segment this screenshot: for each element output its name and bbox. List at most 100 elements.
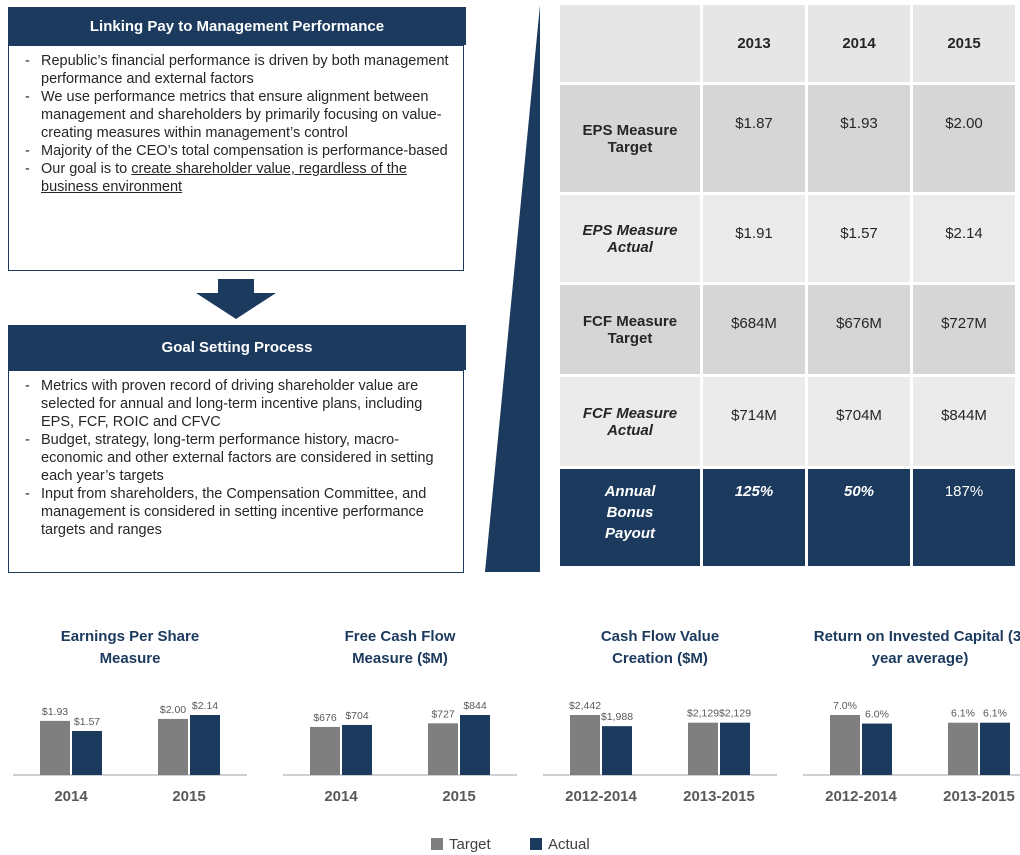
bar xyxy=(342,724,372,775)
legend-label: Target xyxy=(449,836,492,853)
bullet: Our goal is to create shareholder value,… xyxy=(25,160,453,196)
table-cell: 187% xyxy=(913,469,1015,566)
table-cell: 50% xyxy=(808,469,910,566)
bar xyxy=(830,715,860,775)
table-cell: $2.14 xyxy=(913,195,1015,282)
table-cell: $714M xyxy=(703,377,805,466)
table-cell: $1.57 xyxy=(808,195,910,282)
table-cell: $1.93 xyxy=(808,85,910,192)
column-header: 2013 xyxy=(703,5,805,82)
table-cell: $684M xyxy=(703,285,805,374)
x-tick-label: 2015 xyxy=(172,788,205,805)
x-tick-label: 2014 xyxy=(324,788,358,805)
bar xyxy=(980,722,1010,775)
data-label: $2,129 xyxy=(687,708,719,720)
x-tick-label: 2013-2015 xyxy=(683,788,755,805)
bar xyxy=(948,722,978,775)
panel-body: Metrics with proven record of driving sh… xyxy=(8,370,464,573)
bullet-text: Our goal is to xyxy=(41,161,132,177)
bar xyxy=(428,723,458,775)
table-cell: $1.87 xyxy=(703,85,805,192)
table-row: Annual Bonus Payout 125% 50% 187% xyxy=(560,469,1020,566)
bullet: Budget, strategy, long-term performance … xyxy=(25,431,453,485)
data-label: $1,988 xyxy=(601,711,633,723)
table-cell: $727M xyxy=(913,285,1015,374)
table: 2013 2014 2015 EPS Measure Target $1.87 $1.93… xyxy=(560,5,1020,569)
x-tick-label: 2012-2014 xyxy=(565,788,637,805)
bar xyxy=(72,730,102,775)
table-cell: $844M xyxy=(913,377,1015,466)
data-label: $844 xyxy=(463,700,487,712)
bar xyxy=(570,715,600,775)
x-tick-label: 2012-2014 xyxy=(825,788,897,805)
legend-swatch xyxy=(530,838,542,850)
row-label-cell: EPS Measure Target xyxy=(560,85,700,192)
bullet: Republic’s financial performance is driv… xyxy=(25,52,453,88)
data-label: $2,442 xyxy=(569,700,601,712)
chart-title: Free Cash Flow Measure ($M) xyxy=(344,628,456,667)
row-label-cell: EPS Measure Actual xyxy=(560,195,700,282)
bar xyxy=(460,715,490,775)
row-label-cell: FCF Measure Target xyxy=(560,285,700,374)
table-row: EPS Measure Actual $1.91 $1.57 $2.14 xyxy=(560,195,1020,282)
bar xyxy=(688,722,718,775)
bar xyxy=(40,720,70,775)
legend-swatch xyxy=(431,838,443,850)
table-row: EPS Measure Target $1.87 $1.93 $2.00 xyxy=(560,85,1020,192)
table-row: FCF Measure Actual $714M $704M $844M xyxy=(560,377,1020,466)
bar xyxy=(862,723,892,775)
table-cell: $676M xyxy=(808,285,910,374)
x-tick-label: 2014 xyxy=(54,788,88,805)
row-label-cell: Annual Bonus Payout xyxy=(560,469,700,566)
charts: 2014 $1.93 $1.57 2015 $2.00 $2.14 2014 $676 $704… xyxy=(13,700,1020,853)
connector xyxy=(485,5,540,572)
data-label: $1.57 xyxy=(74,716,100,728)
bullet: Metrics with proven record of driving sh… xyxy=(25,377,453,431)
data-label: 6.0% xyxy=(865,709,889,721)
table-cell: $2.00 xyxy=(913,85,1015,192)
table-cell: $1.91 xyxy=(703,195,805,282)
panel-title: Goal Setting Process xyxy=(8,325,466,370)
x-tick-label: 2015 xyxy=(442,788,475,805)
column-header: 2015 xyxy=(913,5,1015,82)
data-label: $727 xyxy=(431,708,455,720)
row-label: EPS Measure Target xyxy=(582,121,678,156)
data-label: $2,129 xyxy=(719,708,751,720)
panel-body: Republic’s financial performance is driv… xyxy=(8,45,464,271)
data-label: $2.14 xyxy=(192,700,218,712)
row-label: EPS Measure Actual xyxy=(582,221,678,256)
chart-title: Return on Invested Capital (3-year avera… xyxy=(813,628,1020,667)
row-label: Annual Bonus Payout xyxy=(604,483,656,542)
table-cell: $704M xyxy=(808,377,910,466)
table-header-row: 2013 2014 2015 xyxy=(560,5,1020,82)
bar xyxy=(190,715,220,775)
data-label: $2.00 xyxy=(160,704,186,716)
table-cell: 125% xyxy=(703,469,805,566)
table-row: FCF Measure Target $684M $676M $727M xyxy=(560,285,1020,374)
bullet-underline: create shareholder value, regardless of … xyxy=(41,161,407,195)
row-label-cell: FCF Measure Actual xyxy=(560,377,700,466)
data-label: $676 xyxy=(313,712,337,724)
chart-title: Cash Flow Value Creation ($M) xyxy=(600,628,720,667)
panel-title: Linking Pay to Management Performance xyxy=(8,7,466,45)
bar xyxy=(602,726,632,775)
row-label: FCF Measure Actual xyxy=(582,404,678,439)
data-label: $1.93 xyxy=(42,706,68,718)
chart-title: Earnings Per Share Measure xyxy=(60,628,200,667)
x-tick-label: 2013-2015 xyxy=(943,788,1015,805)
row-label: FCF Measure Target xyxy=(582,312,678,347)
bar xyxy=(310,726,340,775)
bullet: Input from shareholders, the Compensatio… xyxy=(25,485,453,539)
bar xyxy=(158,718,188,775)
data-label: $704 xyxy=(345,710,369,722)
bar xyxy=(720,722,750,775)
legend-label: Actual xyxy=(548,836,590,853)
data-label: 6.1% xyxy=(983,708,1007,720)
arrow xyxy=(196,279,276,319)
bullet: Majority of the CEO’s total compensation… xyxy=(25,142,453,160)
column-header: 2014 xyxy=(808,5,910,82)
header-cell xyxy=(560,5,700,82)
bullet: We use performance metrics that ensure a… xyxy=(25,88,453,142)
data-label: 6.1% xyxy=(951,708,975,720)
